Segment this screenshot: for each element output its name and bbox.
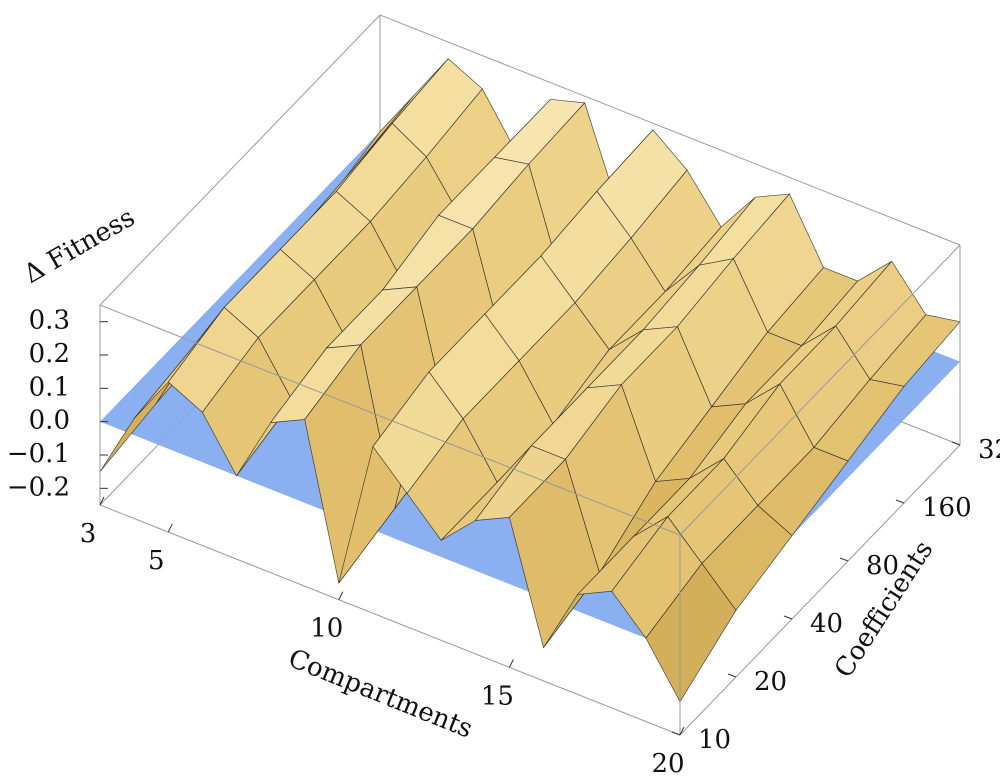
x-tick-label: 3 — [80, 519, 97, 549]
y-tick — [783, 615, 793, 620]
x-tick — [679, 726, 685, 736]
x-tick-label: 10 — [310, 614, 343, 644]
box-edge — [679, 244, 961, 536]
box-edge — [99, 504, 681, 736]
z-tick-label: 0.1 — [29, 372, 70, 402]
x-tick — [338, 591, 344, 600]
x-tick — [167, 523, 173, 533]
y-tick — [671, 731, 681, 736]
z-tick-label: 0.3 — [29, 306, 70, 336]
box-edge — [99, 304, 681, 536]
box-edge — [379, 14, 961, 246]
z-tick-label: −0.1 — [7, 439, 70, 469]
y-tick-label: 20 — [754, 667, 787, 697]
x-tick-label: 20 — [651, 749, 684, 778]
y-tick-label: 10 — [698, 725, 731, 755]
box-edge — [99, 14, 381, 306]
box-edge — [679, 444, 961, 736]
surface-patch — [645, 562, 737, 703]
y-tick-label: 80 — [866, 551, 899, 581]
y-tick — [727, 673, 737, 678]
x-tick — [508, 659, 514, 668]
surface — [99, 58, 961, 703]
y-tick — [951, 441, 961, 446]
z-tick-label: 0.0 — [29, 406, 70, 436]
x-tick-label: 15 — [481, 681, 514, 711]
z-axis-title: Δ Fitness — [19, 202, 140, 289]
x-tick-label: 5 — [148, 546, 165, 576]
box-front — [99, 14, 961, 736]
z-tick-label: 0.2 — [29, 339, 70, 369]
y-tick — [839, 557, 849, 562]
y-tick-label: 40 — [810, 609, 843, 639]
y-tick-label: 160 — [922, 493, 972, 523]
x-axis-title: Compartments — [284, 643, 477, 744]
y-tick — [895, 499, 905, 504]
y-tick-label: 320 — [978, 435, 1000, 465]
z-tick-label: −0.2 — [7, 472, 70, 502]
x-tick — [99, 496, 105, 506]
